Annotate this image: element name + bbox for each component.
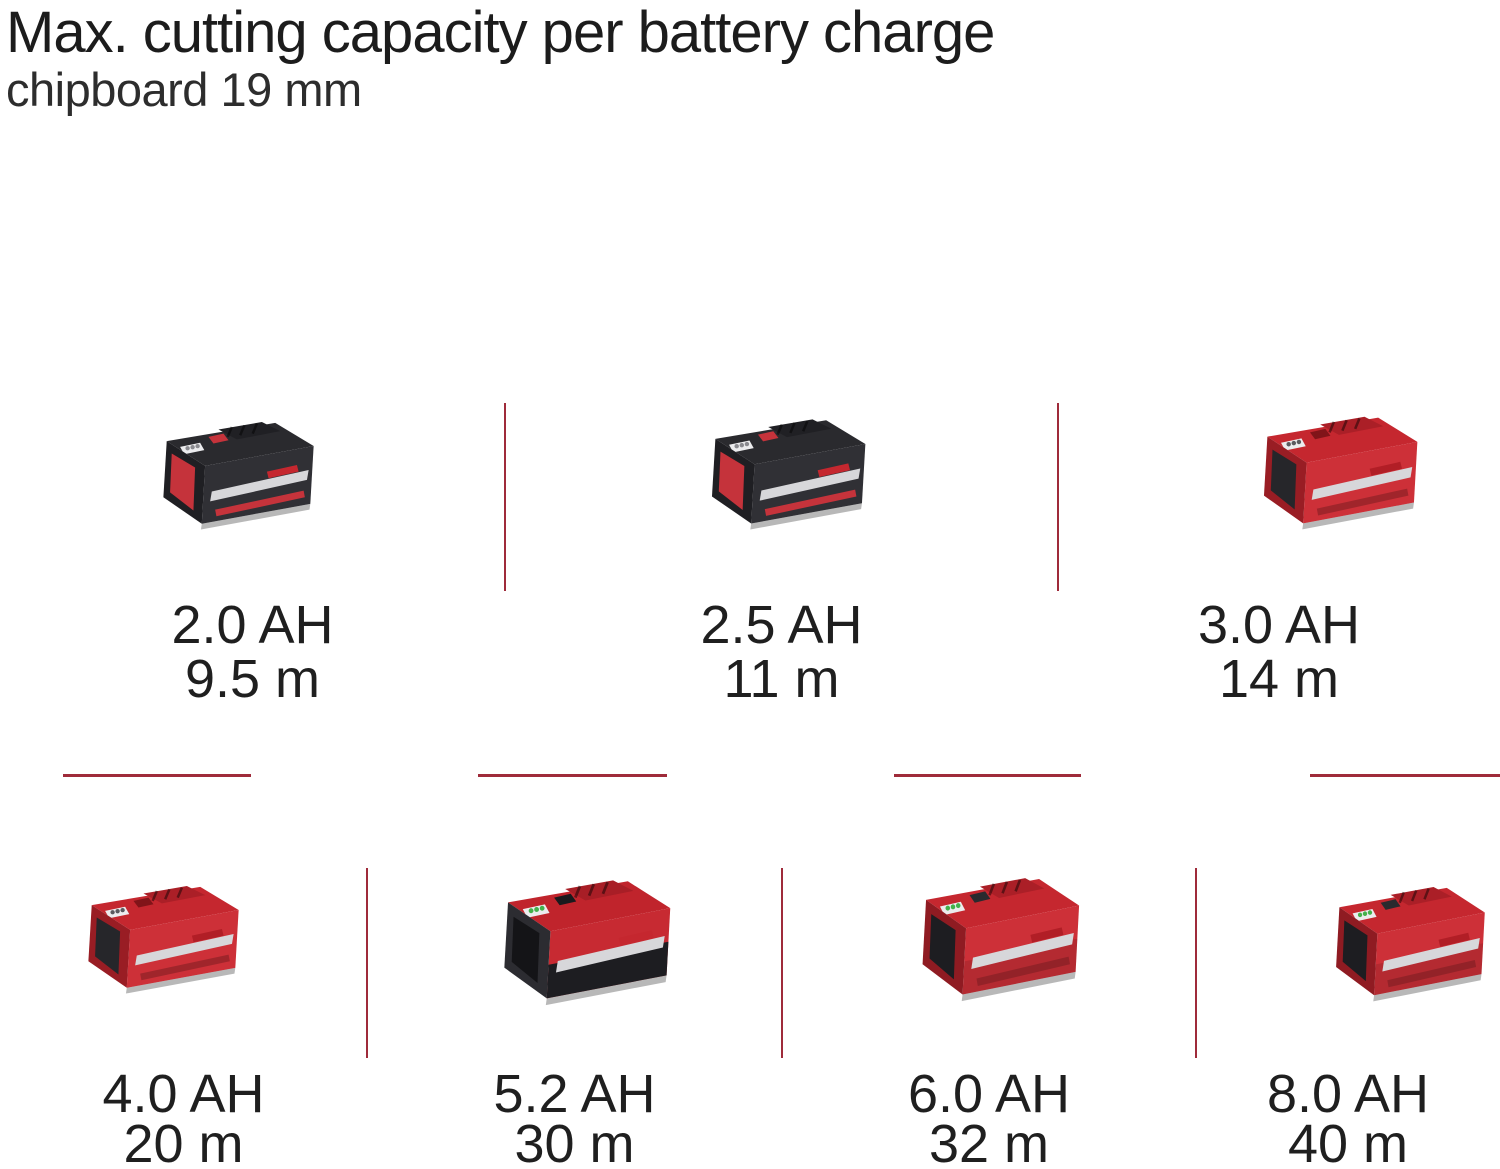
battery-image-3-0-ah	[1235, 402, 1431, 532]
row-divider-line	[478, 774, 667, 777]
column-divider	[1057, 403, 1059, 591]
battery-image-5-2-ah	[473, 864, 685, 1008]
row-divider-line	[63, 774, 251, 777]
column-divider	[504, 403, 506, 591]
cutting-length-label: 14 m	[1218, 649, 1340, 709]
cutting-length-label: 9.5 m	[184, 649, 321, 709]
cutting-length-label: 11 m	[723, 649, 840, 709]
battery-image-2-0-ah	[135, 408, 327, 532]
page-title: Max. cutting capacity per battery charge	[6, 0, 995, 65]
capacity-label: 2.5 AH	[700, 595, 863, 655]
row-divider-line	[894, 774, 1081, 777]
column-divider	[1195, 868, 1197, 1058]
column-divider	[366, 868, 368, 1058]
battery-image-6-0-ah	[893, 862, 1093, 1004]
capacity-label: 6.0 AH	[907, 1064, 1071, 1124]
capacity-label: 3.0 AH	[1197, 595, 1361, 655]
row-divider-line	[1310, 774, 1500, 777]
cutting-length-label: 30 m	[514, 1114, 635, 1169]
capacity-label: 8.0 AH	[1266, 1064, 1430, 1124]
battery-image-4-0-ah	[60, 872, 252, 996]
page-subtitle: chipboard 19 mm	[6, 63, 362, 116]
capacity-label: 2.0 AH	[171, 595, 334, 655]
cutting-length-label: 32 m	[928, 1114, 1050, 1169]
capacity-label: 5.2 AH	[493, 1064, 656, 1124]
cutting-length-label: 40 m	[1287, 1114, 1409, 1169]
capacity-label: 4.0 AH	[102, 1064, 265, 1124]
battery-image-2-5-ah	[683, 405, 879, 532]
cutting-length-label: 20 m	[123, 1114, 244, 1169]
column-divider	[781, 868, 783, 1058]
battery-image-8-0-ah	[1308, 872, 1498, 1004]
